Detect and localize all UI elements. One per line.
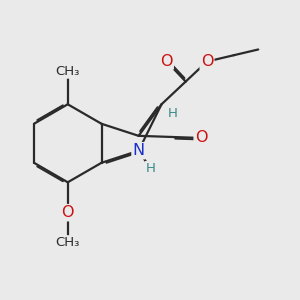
Text: CH₃: CH₃ (56, 236, 80, 249)
Text: CH₃: CH₃ (56, 64, 80, 78)
Text: H: H (168, 107, 178, 120)
Text: O: O (61, 205, 74, 220)
Text: O: O (160, 54, 173, 69)
Text: N: N (133, 143, 145, 158)
Text: H: H (146, 162, 155, 175)
Text: O: O (201, 54, 213, 69)
Text: O: O (195, 130, 207, 146)
